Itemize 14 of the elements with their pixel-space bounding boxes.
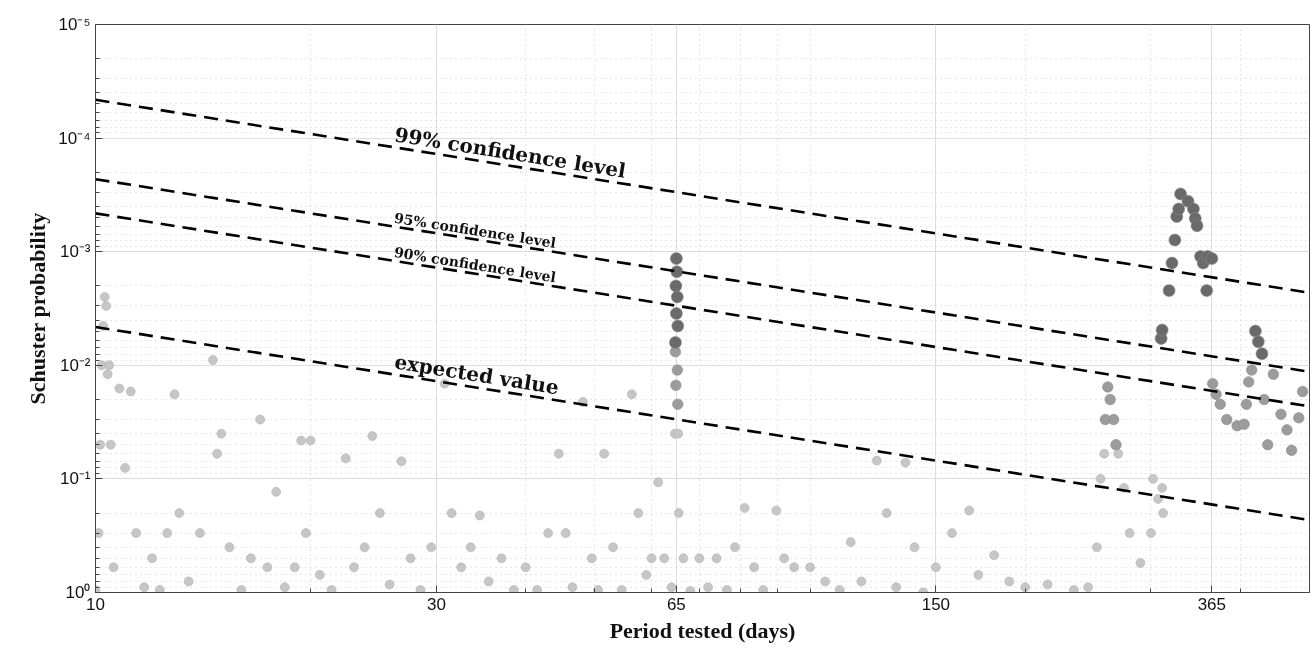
- y-tick-label: 10⁻⁵: [58, 15, 91, 34]
- text: 99% confidence level: [392, 122, 628, 183]
- x-tick-label: 10: [86, 594, 105, 614]
- y-tick-label: 10⁻³: [59, 242, 91, 262]
- x-tick-label: 365: [1197, 594, 1227, 614]
- x-tick-label: 65: [666, 594, 686, 614]
- x-axis-title: Period tested (days): [609, 617, 796, 643]
- x-tick-label: 150: [921, 594, 951, 614]
- y-tick-label: 10⁻¹: [59, 469, 91, 489]
- y-axis-title: Schuster probability: [25, 212, 51, 405]
- text: expected value: [392, 349, 561, 400]
- x-tick-label: 30: [426, 594, 446, 614]
- y-tick-label: 10⁻²: [59, 355, 91, 375]
- y-tick-label: 10⁻⁴: [58, 128, 91, 148]
